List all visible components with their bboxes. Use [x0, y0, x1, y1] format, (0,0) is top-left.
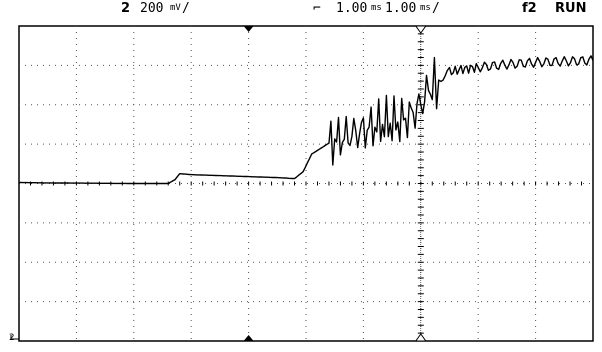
volts-per-div: 200	[140, 1, 164, 16]
screen-markers	[10, 25, 427, 342]
status-bar: 2 200 mV / ⌐ 1.00 ms 1.00 ms / f2 RUN	[0, 0, 602, 18]
trigger-edge-icon: ⌐	[313, 1, 321, 16]
slash-mark: /	[182, 1, 190, 16]
delay-marker-bottom	[243, 335, 254, 341]
run-state: RUN	[555, 1, 587, 16]
time-per-div: 1.00	[385, 1, 417, 16]
trigger-marker-bottom	[414, 333, 427, 342]
graticule	[18, 25, 594, 342]
volts-unit: mV	[170, 3, 181, 13]
slash-mark-2: /	[432, 1, 440, 16]
ground-arrow	[10, 335, 19, 340]
channel-number: 2	[121, 1, 131, 16]
waveform-trace	[19, 55, 594, 185]
trigger-unit: ms	[371, 3, 382, 13]
time-unit: ms	[420, 3, 431, 13]
trigger-marker-top	[414, 25, 427, 34]
trigger-source: f2	[522, 1, 537, 16]
trigger-level: 1.00	[336, 1, 368, 16]
delay-marker-top	[243, 26, 254, 32]
channel-ground-marker: 2	[9, 333, 14, 343]
